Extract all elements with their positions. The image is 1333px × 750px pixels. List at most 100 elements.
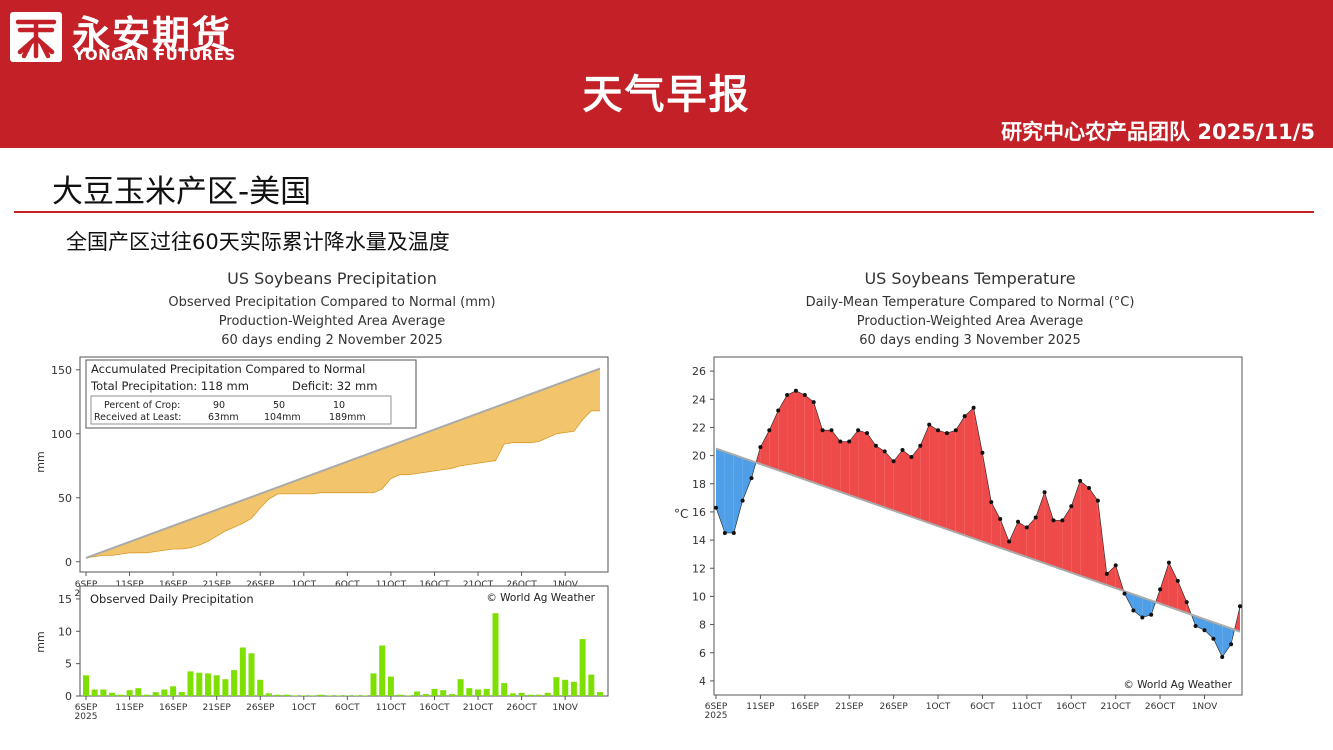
temp-x-tick-label: 26SEP (879, 702, 908, 712)
temp-anomaly-segment (893, 449, 903, 514)
daily-bar (361, 695, 368, 696)
daily-x-tick-label: 21OCT (463, 703, 494, 713)
daily-bar (544, 692, 551, 696)
temp-point (767, 428, 772, 433)
temp-anomaly-segment (884, 451, 894, 511)
temp-x-tick-label: 1NOV (1192, 702, 1218, 712)
temp-y-tick-label: 4 (699, 675, 706, 688)
section-divider (14, 211, 1314, 213)
temp-anomaly-segment (724, 451, 734, 534)
temp-point (891, 459, 896, 464)
daily-y-label: mm (34, 631, 47, 652)
daily-bar (387, 676, 394, 696)
temp-subtitle-1: Daily-Mean Temperature Compared to Norma… (806, 295, 1135, 310)
temp-anomaly-segment (813, 402, 823, 486)
temp-anomaly-segment (742, 457, 752, 501)
temp-point (847, 439, 852, 444)
temp-anomaly-segment (946, 430, 956, 533)
legend-total: Total Precipitation: 118 mm (90, 379, 249, 393)
temp-point (944, 431, 949, 436)
daily-bar (231, 670, 238, 696)
temp-anomaly-segment (1009, 521, 1018, 555)
daily-bar (300, 695, 307, 696)
temp-anomaly-segment (795, 390, 805, 480)
temp-anomaly-segment (858, 430, 867, 502)
precip-normal-line (85, 367, 601, 559)
temp-point (731, 531, 736, 535)
temp-anomaly-segment (733, 454, 743, 534)
daily-bar (318, 694, 325, 696)
daily-bar (257, 679, 264, 696)
team-date: 研究中心农产品团队 2025/11/5 (1001, 120, 1315, 144)
temp-point (1078, 478, 1083, 483)
chart-subtitle: 全国产区过往60天实际累计降水量及温度 (66, 230, 450, 254)
temp-subtitle-2: Production-Weighted Area Average (857, 314, 1083, 329)
temp-title: US Soybeans Temperature (864, 269, 1075, 288)
temp-anomaly-segment (1106, 565, 1116, 589)
temp-point (722, 531, 727, 535)
precip-x-tick-label: 1OCT (291, 580, 316, 590)
temp-point (1113, 563, 1118, 568)
temp-point (1122, 591, 1127, 596)
temp-anomaly-segment (1026, 517, 1036, 561)
temp-y-tick-label: 18 (692, 478, 706, 491)
precip-x-tick-label: 26SEP (246, 580, 275, 590)
legend-percent-90: 90 (213, 400, 225, 411)
daily-bar (187, 671, 194, 696)
temp-y-tick-label: 22 (692, 421, 706, 434)
temp-subtitle-3: 60 days ending 3 November 2025 (859, 333, 1080, 348)
temp-anomaly-segment (938, 430, 947, 530)
temp-anomaly-segment (840, 441, 850, 496)
daily-x-tick-label: 21SEP (203, 703, 232, 713)
daily-bar (265, 693, 272, 696)
daily-bar (414, 691, 421, 696)
precip-legend: Accumulated Precipitation Compared to No… (85, 359, 417, 429)
daily-bar (83, 675, 89, 696)
temp-point (1033, 515, 1038, 520)
daily-bar (274, 694, 281, 696)
brand-name-en: YONGAN FUTURES (74, 46, 236, 64)
temp-anomaly-segment (849, 430, 859, 499)
daily-bar (335, 695, 342, 696)
temp-anomaly-segment (929, 424, 939, 527)
precip-y-tick-label: 100 (51, 428, 72, 441)
temp-point (749, 476, 754, 481)
temp-anomaly-segment (760, 430, 770, 468)
daily-x-tick-label: 6OCT (335, 703, 360, 713)
temp-anomaly-segment (902, 449, 912, 517)
temp-anomaly-segment (1133, 594, 1143, 618)
temp-point (909, 455, 914, 459)
daily-bar (597, 692, 603, 696)
daily-bar (239, 647, 246, 696)
temp-point (1149, 612, 1154, 617)
legend-percent-label: Percent of Crop: (104, 400, 180, 411)
temp-anomaly-segment (778, 395, 788, 474)
precip-subtitle-1: Observed Precipitation Compared to Norma… (168, 295, 495, 310)
yongan-logo-icon (10, 12, 62, 62)
daily-bar (422, 694, 429, 696)
daily-bar (344, 695, 351, 696)
precip-x-tick-label: 21SEP (203, 580, 232, 590)
temp-point (980, 450, 985, 455)
temp-x-tick-label: 16SEP (791, 702, 820, 712)
daily-x-tick-label: 11SEP (115, 703, 144, 713)
temp-y-label: °C (674, 507, 688, 521)
temp-point (1193, 624, 1198, 628)
temp-anomaly-segment (1213, 622, 1223, 657)
temp-point (873, 443, 878, 448)
daily-title: Observed Daily Precipitation (90, 592, 254, 606)
precip-y-label: mm (34, 451, 47, 472)
temp-point (1016, 519, 1020, 524)
temp-point (927, 422, 932, 427)
temp-x-tick-label: 1OCT (926, 702, 951, 712)
temp-normal-line (715, 447, 1241, 633)
header-banner: 永安期货 YONGAN FUTURES 天气早报 研究中心农产品团队 2025/… (0, 0, 1333, 148)
temp-anomaly-segment (1195, 616, 1205, 631)
daily-bar (518, 692, 525, 696)
daily-bar (135, 688, 142, 696)
daily-x-tick-label: 26OCT (506, 703, 537, 713)
temp-point (1202, 628, 1207, 633)
daily-bar (205, 673, 211, 696)
temp-anomaly-segment (911, 445, 921, 520)
legend-deficit: Deficit: 32 mm (292, 379, 377, 393)
